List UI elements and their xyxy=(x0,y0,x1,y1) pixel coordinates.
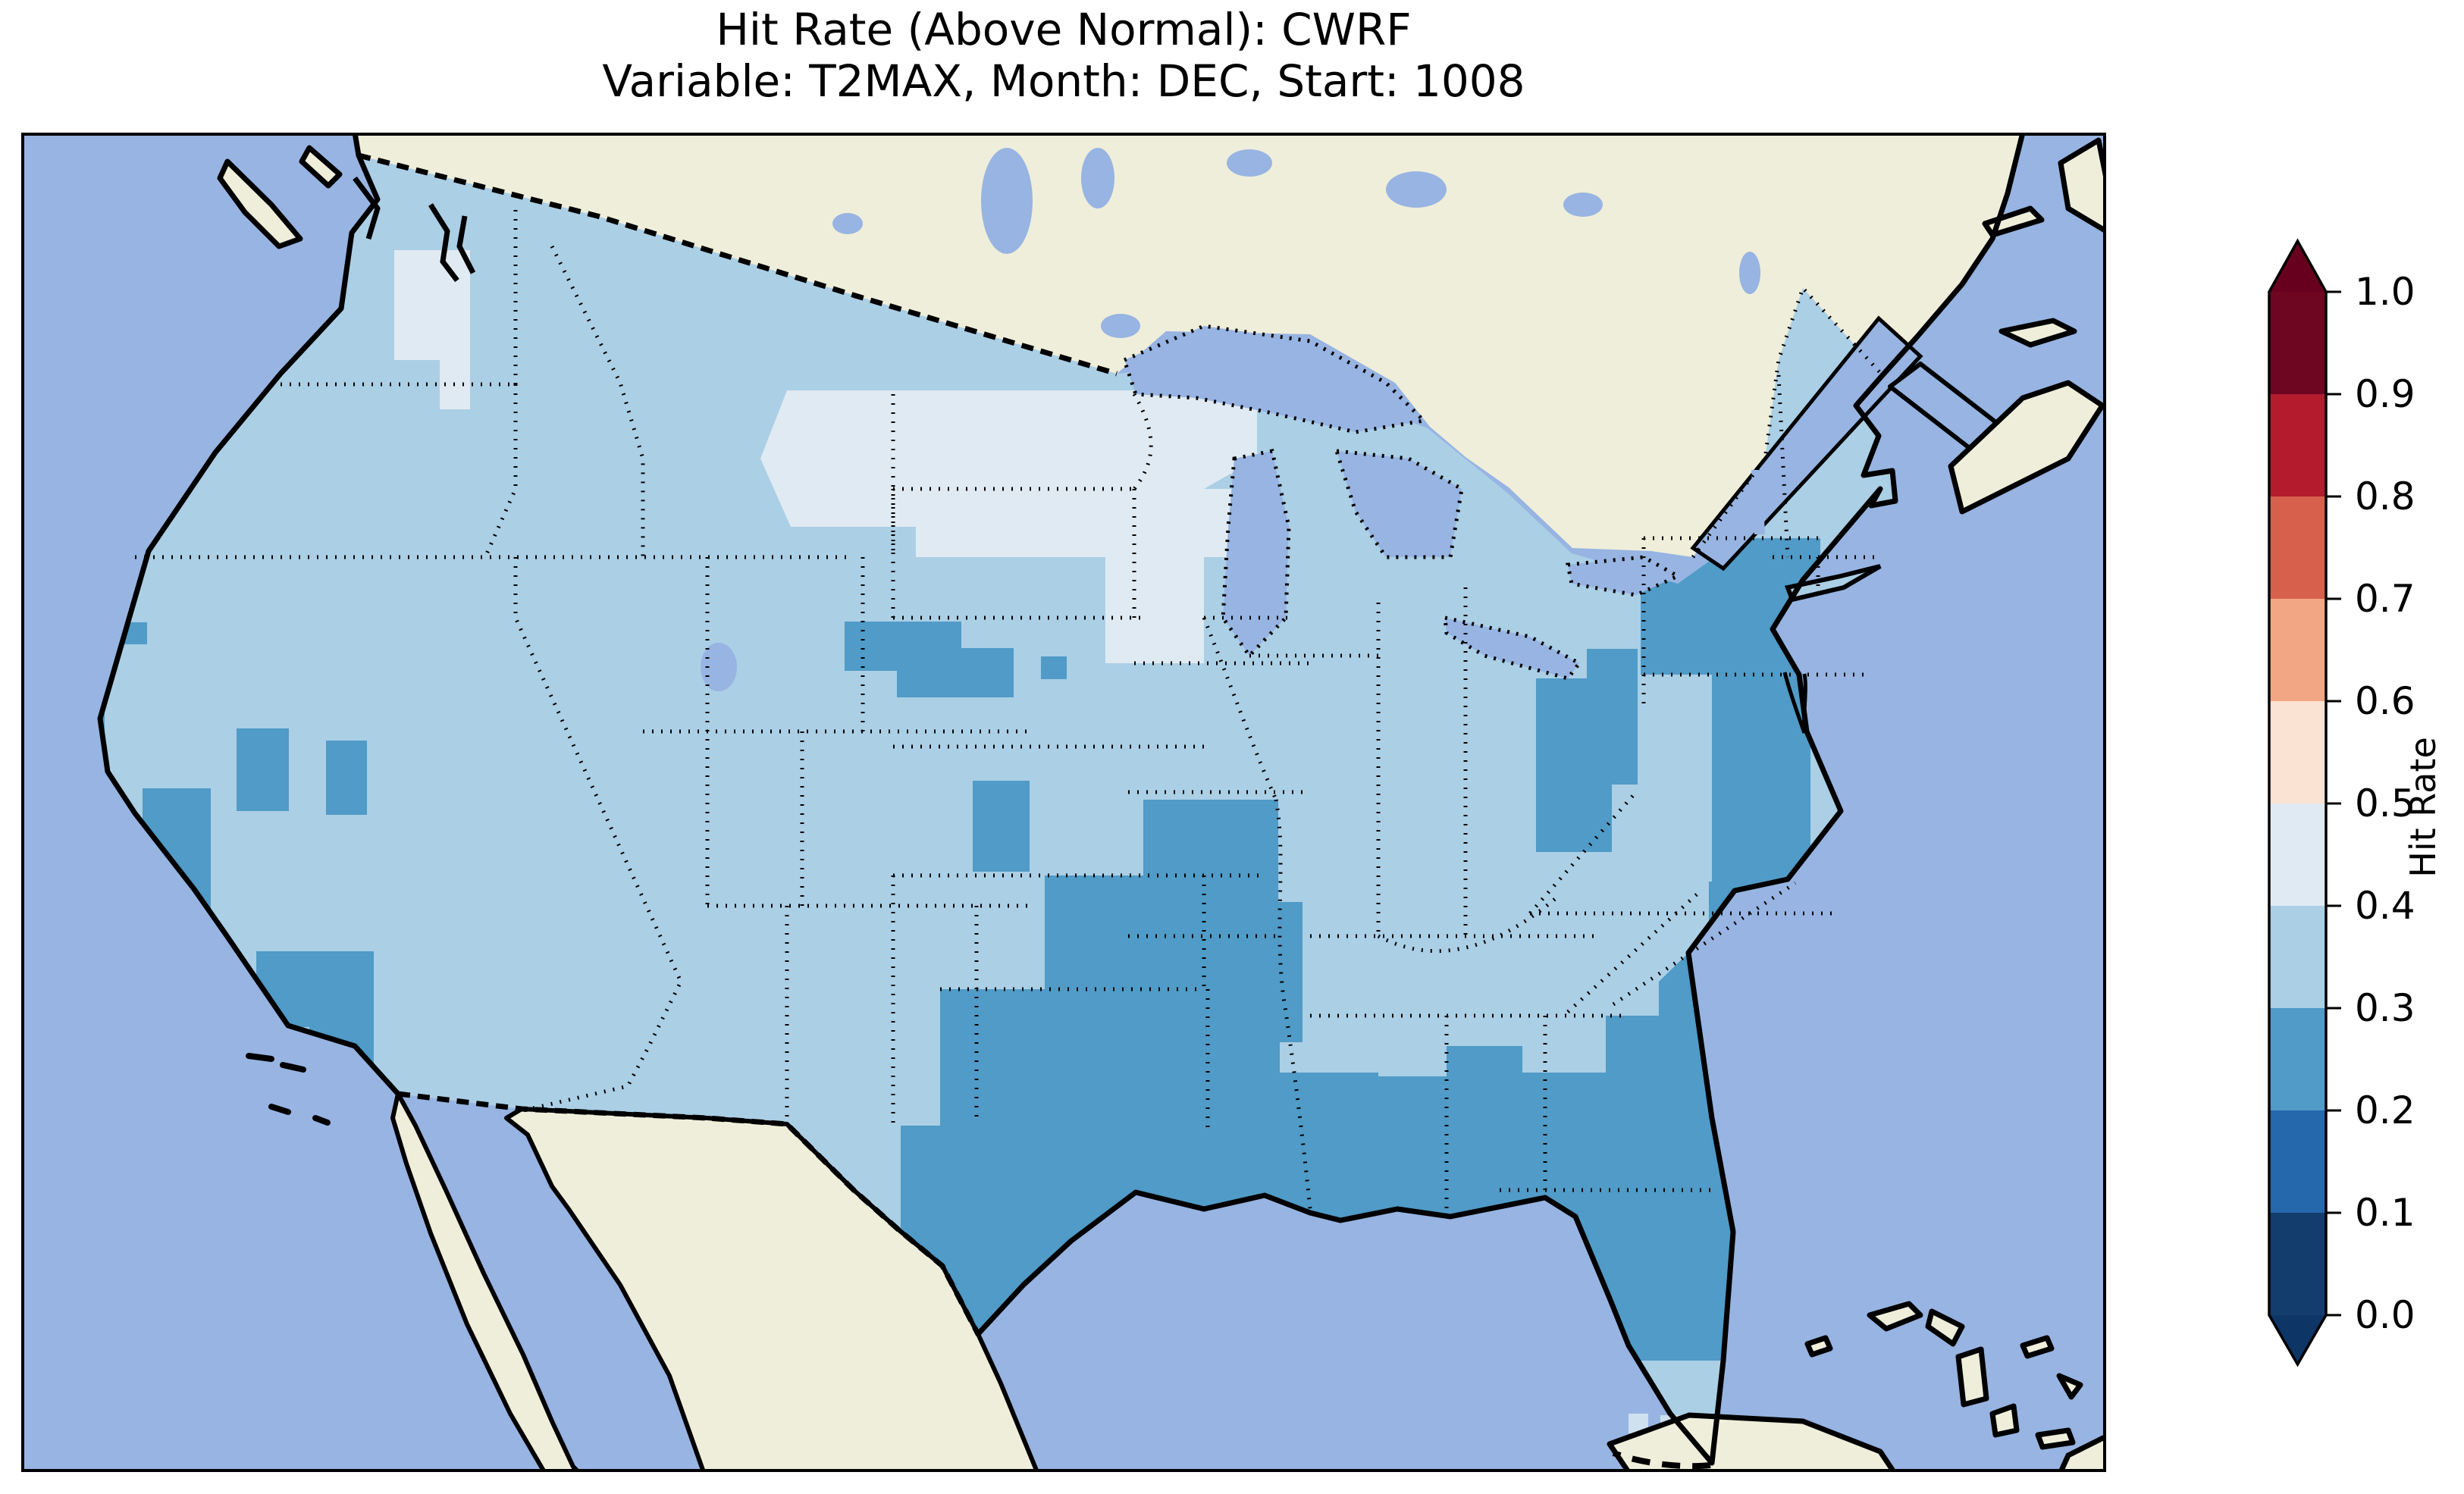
tick-0.9: 0.9 xyxy=(2355,372,2415,416)
map-axes xyxy=(21,133,2106,1472)
us-mexico-border xyxy=(397,1091,981,1336)
maritime-canada xyxy=(1888,137,2106,515)
colorbar-tick-marks xyxy=(2326,290,2341,1317)
title-line-2: Variable: T2MAX, Month: DEC, Start: 1008 xyxy=(602,55,1525,107)
bahamas-islands xyxy=(1804,1301,2083,1450)
tick-0.8: 0.8 xyxy=(2355,475,2415,518)
conus-hit-rate-map xyxy=(21,133,2106,1472)
lake-superior xyxy=(1121,324,1428,434)
coastlines xyxy=(97,133,2026,1466)
hispaniola-edge xyxy=(2058,1433,2106,1472)
state-borders xyxy=(135,210,1884,1217)
channel-islands xyxy=(246,1053,331,1126)
great-salt-lake xyxy=(701,643,737,691)
prince-edward-island xyxy=(1998,318,2077,348)
puget-sound xyxy=(428,203,476,283)
colorbar-extend-under-arrow xyxy=(2269,1315,2326,1364)
canadian-lakes xyxy=(832,148,1760,338)
tick-0.3: 0.3 xyxy=(2355,986,2415,1030)
country-borders xyxy=(358,152,1118,1336)
colorbar-svg: 1.0 0.9 0.8 0.7 0.6 0.5 0.4 0.3 0.2 0.1 … xyxy=(2268,238,2444,1367)
colorbar-extend-over-arrow xyxy=(2269,241,2326,292)
tick-1.0: 1.0 xyxy=(2355,270,2415,314)
florida-keys xyxy=(1612,1450,1711,1470)
colorbar: 1.0 0.9 0.8 0.7 0.6 0.5 0.4 0.3 0.2 0.1 … xyxy=(2244,224,2464,1406)
nova-scotia xyxy=(1948,380,2105,515)
anticosti-island xyxy=(1982,205,2045,238)
tick-0.2: 0.2 xyxy=(2355,1088,2415,1132)
tick-0.4: 0.4 xyxy=(2355,884,2415,928)
colorbar-tick-labels: 1.0 0.9 0.8 0.7 0.6 0.5 0.4 0.3 0.2 0.1 … xyxy=(2355,270,2415,1337)
figure-title: Hit Rate (Above Normal): CWRF Variable: … xyxy=(0,4,2127,108)
british-columbia-coast xyxy=(217,145,381,249)
colorbar-axis-label: Hit Rate xyxy=(2403,737,2444,878)
lake-michigan xyxy=(1221,449,1291,659)
lake-erie xyxy=(1443,615,1582,681)
axes-frame xyxy=(21,133,2106,1472)
tick-0.0: 0.0 xyxy=(2355,1293,2415,1337)
baja-california xyxy=(390,1092,581,1472)
us-canada-border xyxy=(358,152,1118,377)
tick-0.1: 0.1 xyxy=(2355,1191,2415,1235)
lake-huron xyxy=(1334,449,1464,559)
canada-land xyxy=(355,133,2023,557)
tick-0.6: 0.6 xyxy=(2355,679,2415,723)
lake-ontario xyxy=(1566,555,1682,597)
tick-0.7: 0.7 xyxy=(2355,577,2415,621)
lake-champlain xyxy=(1751,470,1765,534)
tick-0.5: 0.5 xyxy=(2355,781,2415,825)
colorbar-bins xyxy=(2269,241,2326,1364)
st-lawrence-river xyxy=(1690,315,1923,572)
newfoundland xyxy=(2058,137,2106,234)
great-lakes xyxy=(1121,324,1682,681)
title-line-1: Hit Rate (Above Normal): CWRF xyxy=(716,4,1412,55)
